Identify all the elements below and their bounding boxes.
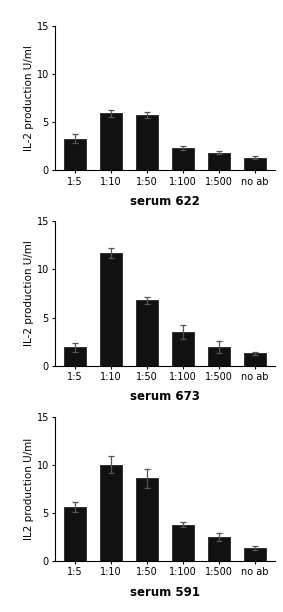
Bar	[244, 548, 266, 561]
Bar	[172, 332, 194, 366]
Bar	[208, 152, 230, 170]
Bar	[136, 479, 158, 561]
X-axis label: serum 591: serum 591	[130, 586, 200, 599]
Y-axis label: IL2 production U/ml: IL2 production U/ml	[24, 438, 34, 540]
Bar	[64, 348, 86, 366]
Bar	[172, 524, 194, 561]
Bar	[208, 347, 230, 366]
Bar	[100, 253, 122, 366]
X-axis label: serum 622: serum 622	[130, 195, 200, 208]
Bar	[136, 115, 158, 170]
Bar	[172, 148, 194, 170]
X-axis label: serum 673: serum 673	[130, 390, 200, 403]
Y-axis label: IL-2 production U/ml: IL-2 production U/ml	[24, 45, 34, 151]
Bar	[64, 507, 86, 561]
Text: Medscape®: Medscape®	[8, 9, 87, 21]
Bar	[244, 158, 266, 170]
Bar	[244, 353, 266, 366]
Text: www.medscape.com: www.medscape.com	[108, 9, 240, 21]
Bar	[208, 537, 230, 561]
Bar	[136, 300, 158, 366]
Y-axis label: IL-2 production U/ml: IL-2 production U/ml	[24, 241, 34, 346]
Bar	[100, 465, 122, 561]
Bar	[100, 113, 122, 170]
Bar	[64, 138, 86, 170]
